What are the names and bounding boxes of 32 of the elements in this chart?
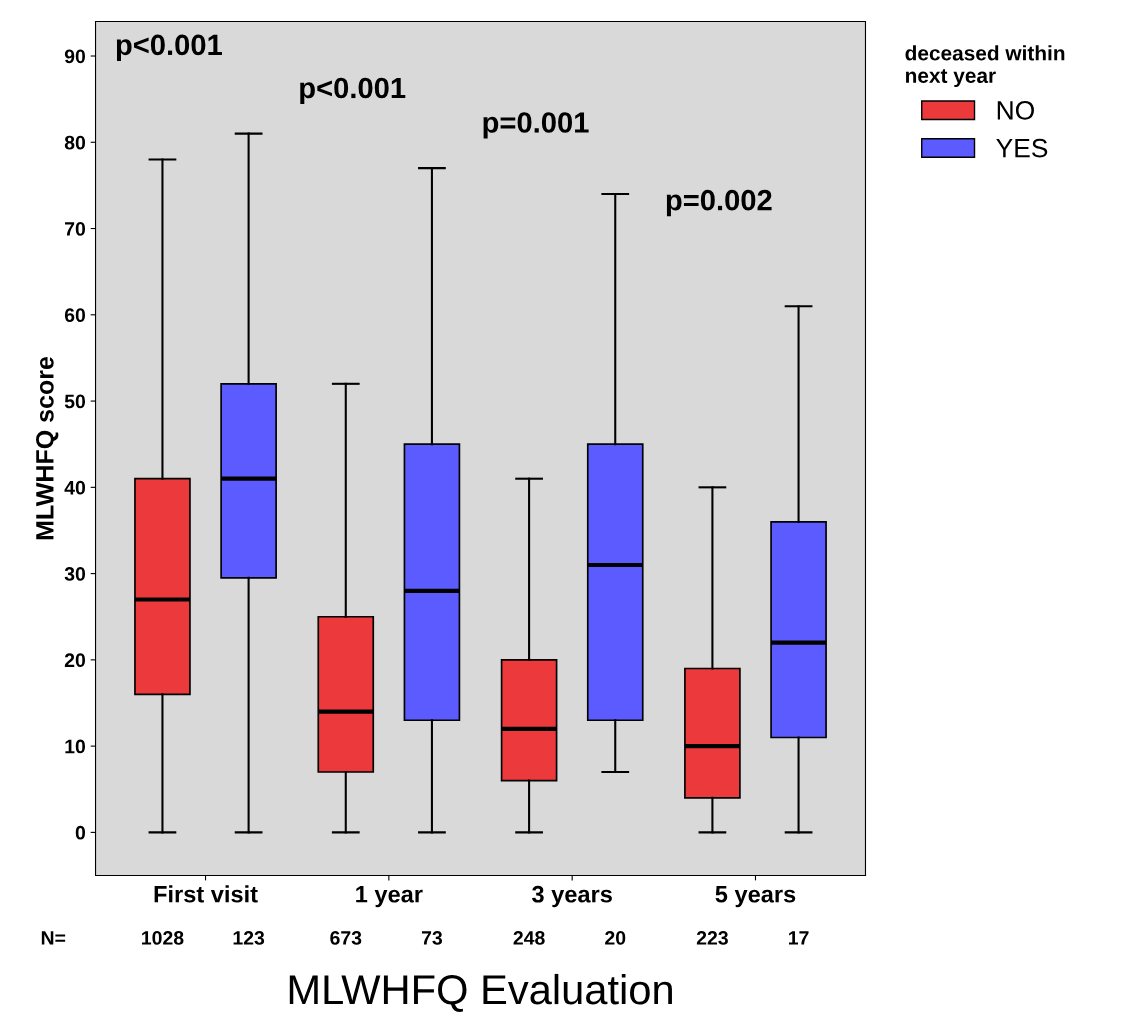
- y-tick-label: 80: [64, 135, 86, 150]
- y-tick-label: 40: [64, 480, 86, 495]
- y-axis-title: MLWHFQ score: [35, 356, 59, 540]
- x-tick-label: First visit: [154, 885, 258, 903]
- legend-title: deceased within next year: [905, 45, 1065, 88]
- y-tick-label: 60: [64, 308, 86, 323]
- x-axis-title: MLWHFQ Evaluation: [289, 973, 672, 1012]
- text: 20: [605, 931, 626, 945]
- annotation: p=0.001: [483, 112, 589, 139]
- text: 17: [788, 931, 809, 945]
- text: 248: [513, 931, 545, 945]
- legend-label: NO: [997, 101, 1034, 120]
- annotation: p=0.002: [666, 189, 772, 217]
- y-tick-label: 30: [64, 567, 86, 581]
- text: N=: [41, 931, 66, 945]
- text: 123: [233, 931, 265, 945]
- annotation: p<0.001: [116, 34, 222, 61]
- annotation: p<0.001: [300, 77, 406, 105]
- y-tick-label: 70: [65, 222, 86, 236]
- y-tick-label: 90: [64, 49, 86, 64]
- y-tick-label: 20: [64, 653, 86, 668]
- text: 1028: [142, 931, 184, 945]
- x-tick-label: 1 year: [356, 886, 423, 908]
- x-tick-label: 3 years: [532, 885, 612, 908]
- text: 73: [421, 931, 443, 945]
- legend-label: YES: [996, 138, 1048, 158]
- x-tick-label: 5 years: [715, 886, 796, 908]
- text: 673: [330, 931, 362, 945]
- y-tick-label: 50: [64, 394, 86, 409]
- text: 223: [696, 931, 728, 945]
- y-tick-label: 10: [65, 739, 86, 754]
- y-tick-label: 0: [75, 825, 86, 840]
